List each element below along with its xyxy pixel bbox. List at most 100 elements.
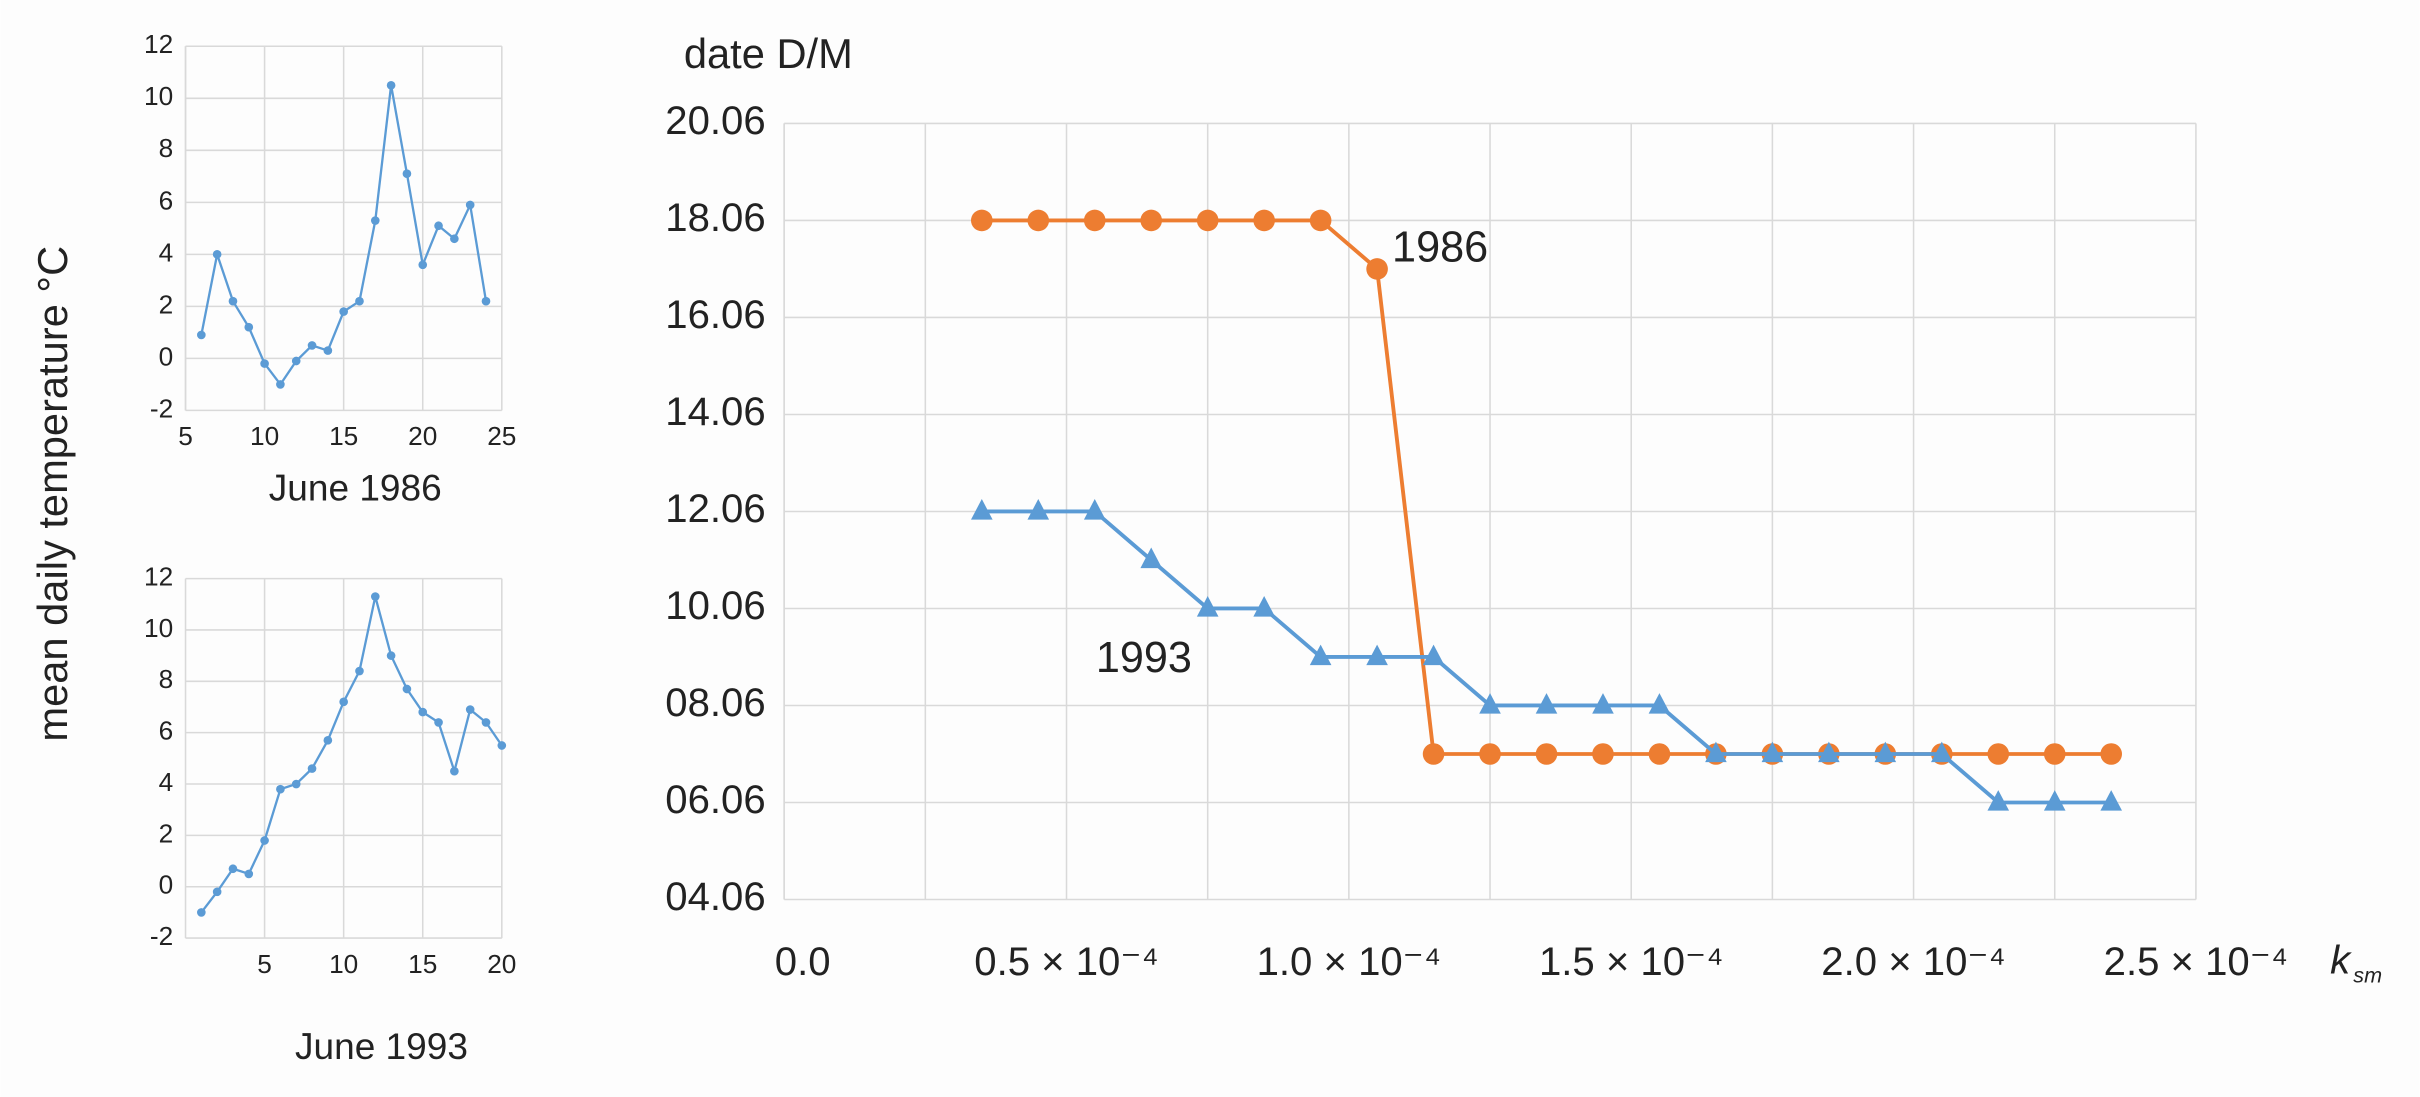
marker [450,766,459,776]
y-tick-label: 18.06 [665,196,765,240]
marker [1027,209,1050,232]
marker [1705,741,1727,763]
marker [402,684,412,694]
x-tick-label: 5 [178,421,193,451]
marker [276,784,285,794]
marker [1422,743,1445,765]
marker [228,296,238,306]
x-tick-label: 2.0 × 10⁻⁴ [1821,940,2005,984]
marker [1366,644,1388,666]
y-tick-label: 10.06 [665,584,765,628]
marker [1140,547,1163,569]
marker [1592,693,1614,714]
marker [2043,790,2066,811]
marker [1535,693,1558,714]
marker [370,592,380,601]
x-tick-label: 5 [257,949,272,979]
marker [244,322,254,332]
marker [1083,499,1106,520]
marker [1930,741,1953,763]
marker [1479,743,1501,765]
x-axis-label: June 1986 [269,466,442,508]
marker [418,707,428,717]
marker [971,209,993,232]
marker [1874,741,1897,763]
marker [434,221,443,231]
marker [228,864,238,874]
marker [402,169,412,179]
series-annotation: 1993 [1096,634,1192,682]
marker [291,779,301,789]
y-tick-label: 4 [159,237,174,267]
y-tick-label: 04.06 [665,875,765,919]
y-tick-label: 8 [159,133,174,163]
y-tick-label: 12.06 [665,487,765,531]
y-tick-label: 8 [159,664,174,694]
marker [497,741,507,750]
y-tick-label: 0 [159,341,174,371]
y-tick-label: 16.06 [665,293,765,337]
marker [1592,743,1614,765]
marker [1535,743,1558,765]
x-tick-label: 10 [329,949,358,979]
marker [481,296,491,306]
marker [291,356,301,366]
marker [1818,741,1840,763]
marker [197,908,206,917]
marker [450,234,459,244]
marker [244,869,254,879]
marker [465,705,475,714]
x-tick-label: 0.0 [775,940,831,984]
x-tick-label: 0.5 × 10⁻⁴ [974,940,1158,984]
marker [386,80,396,90]
marker [971,499,993,520]
marker [1309,644,1332,666]
marker [1309,209,1332,232]
x-tick-label: 1.0 × 10⁻⁴ [1257,940,1442,984]
marker [1083,209,1106,232]
x-tick-label: 15 [329,421,358,451]
marker [1366,258,1388,280]
marker [465,200,475,210]
marker [1648,743,1671,765]
marker [307,764,317,773]
marker [1253,596,1275,617]
y-tick-label: 08.06 [665,681,765,725]
marker [260,359,269,368]
x-tick-label: 2.5 × 10⁻⁴ [2104,940,2288,984]
y-tick-label: -2 [150,393,173,423]
y-tick-label: 10 [144,81,173,111]
marker [212,887,222,897]
marker [197,330,206,340]
marker [212,250,222,259]
marker [323,346,333,355]
y-axis-label: date D/M [684,30,853,77]
marker [2100,743,2123,765]
marker [2043,743,2066,765]
marker [323,736,333,745]
marker [370,216,380,225]
marker [386,651,396,660]
marker [355,666,364,676]
marker [481,718,491,727]
y-tick-label: 20.06 [665,99,765,143]
y-tick-label: 2 [159,289,174,319]
marker [1196,596,1219,617]
marker [1140,209,1163,232]
x-axis-label-subscript: sm [2353,962,2382,987]
marker [1479,693,1501,714]
marker [1196,209,1219,232]
y-tick-label: 10 [144,613,173,643]
marker [276,380,285,389]
marker [1987,790,2010,811]
series-line [200,596,503,914]
x-axis-label: June 1993 [295,1025,468,1067]
y-tick-label: -2 [150,921,173,951]
x-tick-label: 20 [487,949,516,979]
x-tick-label: 25 [487,421,516,451]
x-tick-label: 20 [408,421,437,451]
marker [1422,644,1445,666]
marker [1648,693,1671,714]
